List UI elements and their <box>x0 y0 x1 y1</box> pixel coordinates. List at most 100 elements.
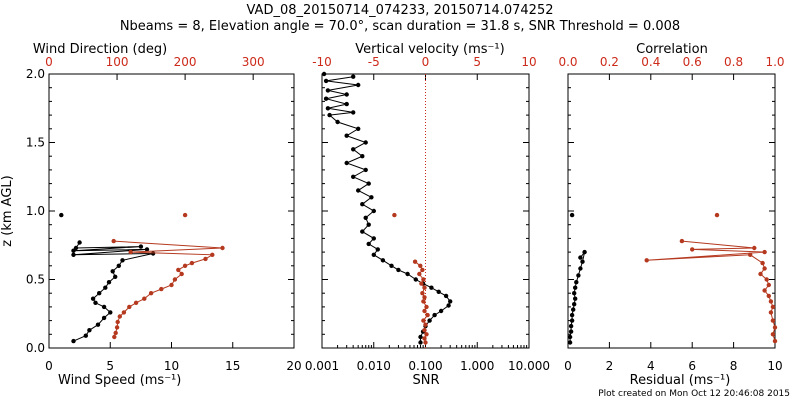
snr-point <box>443 293 449 299</box>
top-tick-label: 100 <box>106 55 129 69</box>
snr-point <box>360 202 365 207</box>
x-tick-label: 10 <box>767 359 782 373</box>
wind-direction-point <box>117 314 123 319</box>
x-tick-label: 8 <box>730 359 738 373</box>
wind-speed-point <box>93 300 98 305</box>
x-tick-label: 4 <box>647 359 655 373</box>
wind-speed-point <box>71 338 76 344</box>
residual-point <box>578 255 583 260</box>
wind-speed-point <box>150 251 156 256</box>
snr-point <box>438 308 444 314</box>
snr-point <box>418 334 423 340</box>
wind-speed-point <box>95 322 101 327</box>
wind-direction-point <box>142 296 147 301</box>
snr-point <box>432 312 437 318</box>
vertical-velocity-point <box>422 308 427 314</box>
snr-point <box>356 126 361 131</box>
correlation-point <box>762 249 767 255</box>
y-tick-label: 1.5 <box>26 136 45 150</box>
x-tick-label: 15 <box>225 359 240 373</box>
correlation-point <box>714 212 720 218</box>
wind-speed-point <box>113 274 118 279</box>
vertical-velocity-point <box>424 332 429 337</box>
panel-residual-top-label: Correlation <box>636 42 708 57</box>
x-tick-label: 10 <box>164 359 179 373</box>
vertical-velocity-point <box>421 277 426 282</box>
wind-direction-point <box>115 319 120 325</box>
wind-direction-point <box>176 267 181 273</box>
snr-point <box>405 271 410 277</box>
snr-point <box>325 88 331 93</box>
panel-snr-marks: 0.001 0.010 0.100 1.000 10.000 -10 -5 0 5 10 <box>305 55 550 373</box>
panel-wind-top-label: Wind Direction (deg) <box>33 42 167 57</box>
wind-direction-point <box>203 256 208 262</box>
y-tick-label: 0.5 <box>26 273 45 287</box>
snr-point <box>389 263 394 268</box>
correlation-point <box>764 277 769 282</box>
residual-point <box>574 280 579 285</box>
wind-direction-point <box>169 282 174 288</box>
panel-residual-bottom-label: Residual (ms⁻¹) <box>630 373 731 388</box>
wind-speed-point <box>116 263 122 268</box>
x-tick-label: 0.010 <box>357 359 391 373</box>
top-tick-label: 10 <box>521 55 536 69</box>
residual-point <box>572 302 577 307</box>
correlation-point <box>772 325 778 330</box>
snr-point <box>356 188 361 193</box>
residual-point <box>572 291 577 296</box>
snr-point <box>323 96 329 101</box>
wind-speed-point <box>83 333 89 338</box>
correlation-point <box>679 238 685 244</box>
wind-speed-point <box>110 269 115 274</box>
snr-point <box>321 71 327 77</box>
wind-direction-point <box>121 310 127 315</box>
snr-point <box>371 208 376 214</box>
panel-residual: Correlation Residual (ms⁻¹) 0 2 4 6 8 10 0.0 0.… <box>558 42 784 388</box>
vertical-velocity-point <box>417 271 422 277</box>
top-tick-label: 5 <box>473 55 481 69</box>
correlation-point <box>762 266 767 271</box>
snr-point <box>344 92 349 97</box>
residual-point <box>573 285 578 290</box>
residual-line <box>569 251 586 343</box>
wind-direction-point <box>179 271 184 277</box>
wind-direction-point <box>220 245 225 251</box>
y-tick-label: 0.0 <box>26 341 45 355</box>
vertical-velocity-point <box>420 291 425 296</box>
top-tick-label: 0.8 <box>724 55 743 69</box>
panel-residual-frame <box>567 73 776 349</box>
snr-point <box>335 119 340 125</box>
x-tick-label: 5 <box>106 359 114 373</box>
wind-direction-point <box>127 304 132 310</box>
x-tick-label: 20 <box>286 359 301 373</box>
wind-direction-point <box>172 277 178 282</box>
vertical-velocity-point <box>421 299 426 304</box>
wind-direction-point <box>159 286 164 292</box>
y-tick-label: 2.0 <box>26 67 45 81</box>
panel-wind-bottom-label: Wind Speed (ms⁻¹) <box>58 373 181 388</box>
wind-speed-point <box>71 252 76 257</box>
panel-snr-top-label: Vertical velocity (ms⁻¹) <box>355 42 504 57</box>
snr-point <box>448 299 453 304</box>
x-tick-label: 10.000 <box>508 359 550 373</box>
footer-timestamp: Plot created on Mon Oct 12 20:46:08 2015 <box>598 389 790 399</box>
vertical-velocity-point <box>418 263 423 268</box>
x-tick-label: 2 <box>606 359 614 373</box>
snr-point <box>344 160 349 166</box>
top-tick-label: 300 <box>242 55 265 69</box>
residual-point <box>569 212 575 218</box>
vertical-velocity-point <box>420 267 425 273</box>
vertical-velocity-point <box>412 259 418 264</box>
vertical-velocity-point <box>392 212 397 218</box>
residual-point <box>580 259 585 264</box>
x-tick-label: 0.100 <box>408 359 442 373</box>
vertical-velocity-point <box>424 304 429 310</box>
residual-point <box>582 249 587 255</box>
correlation-point <box>760 260 765 266</box>
snr-point <box>366 181 371 186</box>
wind-direction-point <box>210 252 215 257</box>
snr-point <box>446 303 451 308</box>
residual-point <box>568 323 574 329</box>
